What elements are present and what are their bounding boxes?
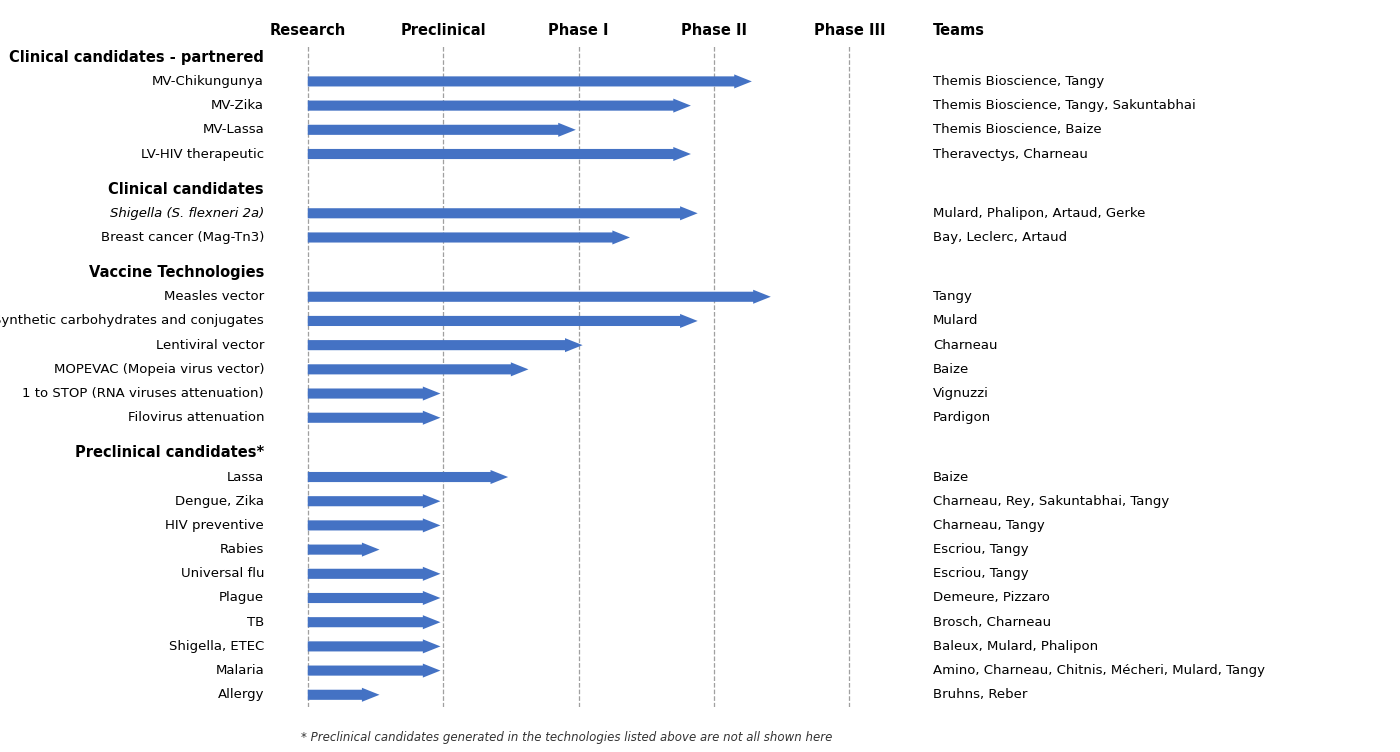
FancyArrow shape	[308, 543, 379, 556]
Text: Synthetic carbohydrates and conjugates: Synthetic carbohydrates and conjugates	[0, 314, 265, 327]
Text: Malaria: Malaria	[216, 664, 265, 677]
Text: Vaccine Technologies: Vaccine Technologies	[88, 265, 265, 280]
Text: Themis Bioscience, Baize: Themis Bioscience, Baize	[934, 123, 1102, 136]
Text: Baize: Baize	[934, 471, 969, 484]
Text: Themis Bioscience, Tangy, Sakuntabhai: Themis Bioscience, Tangy, Sakuntabhai	[934, 99, 1196, 112]
FancyArrow shape	[308, 74, 752, 89]
Text: MOPEVAC (Mopeia virus vector): MOPEVAC (Mopeia virus vector)	[53, 363, 265, 376]
Text: Charneau, Tangy: Charneau, Tangy	[934, 519, 1044, 532]
Text: MV-Chikungunya: MV-Chikungunya	[153, 75, 265, 88]
FancyArrow shape	[308, 123, 575, 137]
FancyArrow shape	[308, 688, 379, 702]
FancyArrow shape	[308, 314, 697, 328]
FancyArrow shape	[308, 615, 441, 629]
Text: Research: Research	[270, 23, 346, 38]
FancyArrow shape	[308, 230, 630, 244]
Text: TB: TB	[246, 616, 265, 629]
Text: MV-Lassa: MV-Lassa	[202, 123, 265, 136]
Text: Phase III: Phase III	[813, 23, 885, 38]
Text: Mulard: Mulard	[934, 314, 979, 327]
Text: Themis Bioscience, Tangy: Themis Bioscience, Tangy	[934, 75, 1105, 88]
Text: Dengue, Zika: Dengue, Zika	[175, 495, 265, 508]
FancyArrow shape	[308, 147, 692, 161]
Text: Theravectys, Charneau: Theravectys, Charneau	[934, 147, 1088, 160]
Text: Universal flu: Universal flu	[181, 567, 265, 581]
FancyArrow shape	[308, 591, 441, 605]
Text: Filovirus attenuation: Filovirus attenuation	[127, 411, 265, 424]
Text: Tangy: Tangy	[934, 290, 972, 303]
Text: Allergy: Allergy	[217, 688, 265, 702]
FancyArrow shape	[308, 663, 441, 678]
Text: Lassa: Lassa	[227, 471, 265, 484]
Text: Bruhns, Reber: Bruhns, Reber	[934, 688, 1028, 702]
Text: Clinical candidates: Clinical candidates	[108, 181, 265, 196]
Text: Measles vector: Measles vector	[164, 290, 265, 303]
Text: 1 to STOP (RNA viruses attenuation): 1 to STOP (RNA viruses attenuation)	[22, 387, 265, 400]
Text: Lentiviral vector: Lentiviral vector	[155, 338, 265, 352]
FancyArrow shape	[308, 470, 508, 484]
Text: Plague: Plague	[218, 592, 265, 605]
FancyArrow shape	[308, 290, 771, 304]
Text: Shigella (S. flexneri 2a): Shigella (S. flexneri 2a)	[109, 207, 265, 220]
Text: Demeure, Pizzaro: Demeure, Pizzaro	[934, 592, 1050, 605]
Text: LV-HIV therapeutic: LV-HIV therapeutic	[141, 147, 265, 160]
Text: Mulard, Phalipon, Artaud, Gerke: Mulard, Phalipon, Artaud, Gerke	[934, 207, 1145, 220]
FancyArrow shape	[308, 362, 528, 376]
FancyArrow shape	[308, 518, 441, 532]
Text: Shigella, ETEC: Shigella, ETEC	[169, 640, 265, 653]
Text: Amino, Charneau, Chitnis, Mécheri, Mulard, Tangy: Amino, Charneau, Chitnis, Mécheri, Mular…	[934, 664, 1266, 677]
Text: HIV preventive: HIV preventive	[165, 519, 265, 532]
Text: Preclinical: Preclinical	[400, 23, 486, 38]
Text: Escriou, Tangy: Escriou, Tangy	[934, 567, 1029, 581]
Text: Teams: Teams	[934, 23, 986, 38]
Text: MV-Zika: MV-Zika	[211, 99, 265, 112]
Text: Preclinical candidates*: Preclinical candidates*	[74, 445, 265, 460]
FancyArrow shape	[308, 639, 441, 653]
Text: * Preclinical candidates generated in the technologies listed above are not all : * Preclinical candidates generated in th…	[301, 732, 833, 744]
FancyArrow shape	[308, 99, 692, 113]
Text: Rabies: Rabies	[220, 543, 265, 556]
FancyArrow shape	[308, 411, 441, 425]
Text: Vignuzzi: Vignuzzi	[934, 387, 990, 400]
Text: Pardigon: Pardigon	[934, 411, 991, 424]
Text: Baize: Baize	[934, 363, 969, 376]
FancyArrow shape	[308, 338, 582, 352]
Text: Baleux, Mulard, Phalipon: Baleux, Mulard, Phalipon	[934, 640, 1099, 653]
FancyArrow shape	[308, 494, 441, 508]
FancyArrow shape	[308, 567, 441, 581]
Text: Escriou, Tangy: Escriou, Tangy	[934, 543, 1029, 556]
Text: Phase I: Phase I	[549, 23, 609, 38]
Text: Clinical candidates - partnered: Clinical candidates - partnered	[10, 50, 265, 65]
Text: Brosch, Charneau: Brosch, Charneau	[934, 616, 1051, 629]
FancyArrow shape	[308, 387, 441, 401]
Text: Bay, Leclerc, Artaud: Bay, Leclerc, Artaud	[934, 231, 1067, 244]
Text: Breast cancer (Mag-Tn3): Breast cancer (Mag-Tn3)	[101, 231, 265, 244]
Text: Charneau: Charneau	[934, 338, 998, 352]
Text: Phase II: Phase II	[680, 23, 748, 38]
Text: Charneau, Rey, Sakuntabhai, Tangy: Charneau, Rey, Sakuntabhai, Tangy	[934, 495, 1169, 508]
FancyArrow shape	[308, 206, 697, 220]
